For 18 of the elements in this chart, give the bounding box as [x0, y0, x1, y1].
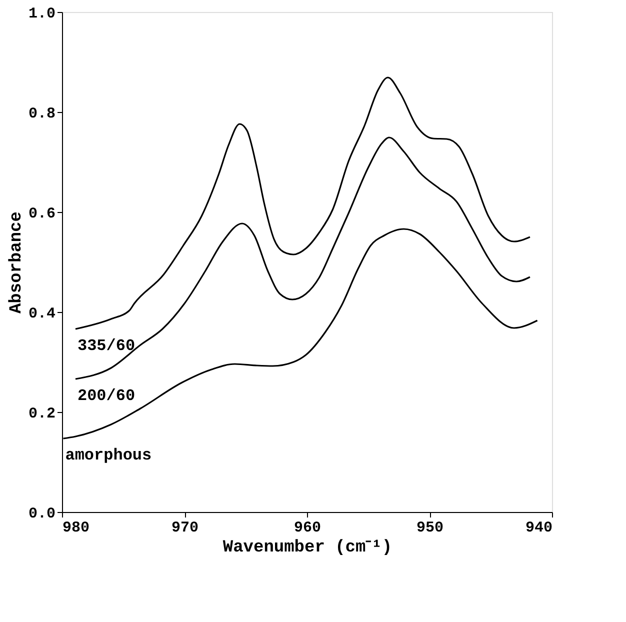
- y-tick-label: 0.0: [28, 506, 56, 522]
- series-label: 200/60: [77, 387, 136, 405]
- line-series: [74, 76, 531, 330]
- y-tick-label: 0.2: [28, 406, 56, 422]
- y-tick-label: 1.0: [28, 6, 56, 22]
- y-tick-label: 0.8: [28, 106, 56, 122]
- x-tick-label: 950: [416, 520, 444, 536]
- line-series: [74, 136, 531, 380]
- x-tick-label: 980: [62, 520, 90, 536]
- x-axis-title: Wavenumber (cm⁻¹): [222, 538, 392, 558]
- y-tick-label: 0.4: [28, 306, 56, 322]
- series-label: amorphous: [65, 446, 152, 464]
- y-axis-title: Absorbance: [7, 211, 26, 314]
- x-tick-label: 970: [171, 520, 199, 536]
- x-tick-label: 960: [294, 520, 322, 536]
- x-tick-label: 940: [525, 520, 552, 536]
- series-label: 335/60: [77, 337, 136, 355]
- y-tick-label: 0.6: [28, 206, 56, 222]
